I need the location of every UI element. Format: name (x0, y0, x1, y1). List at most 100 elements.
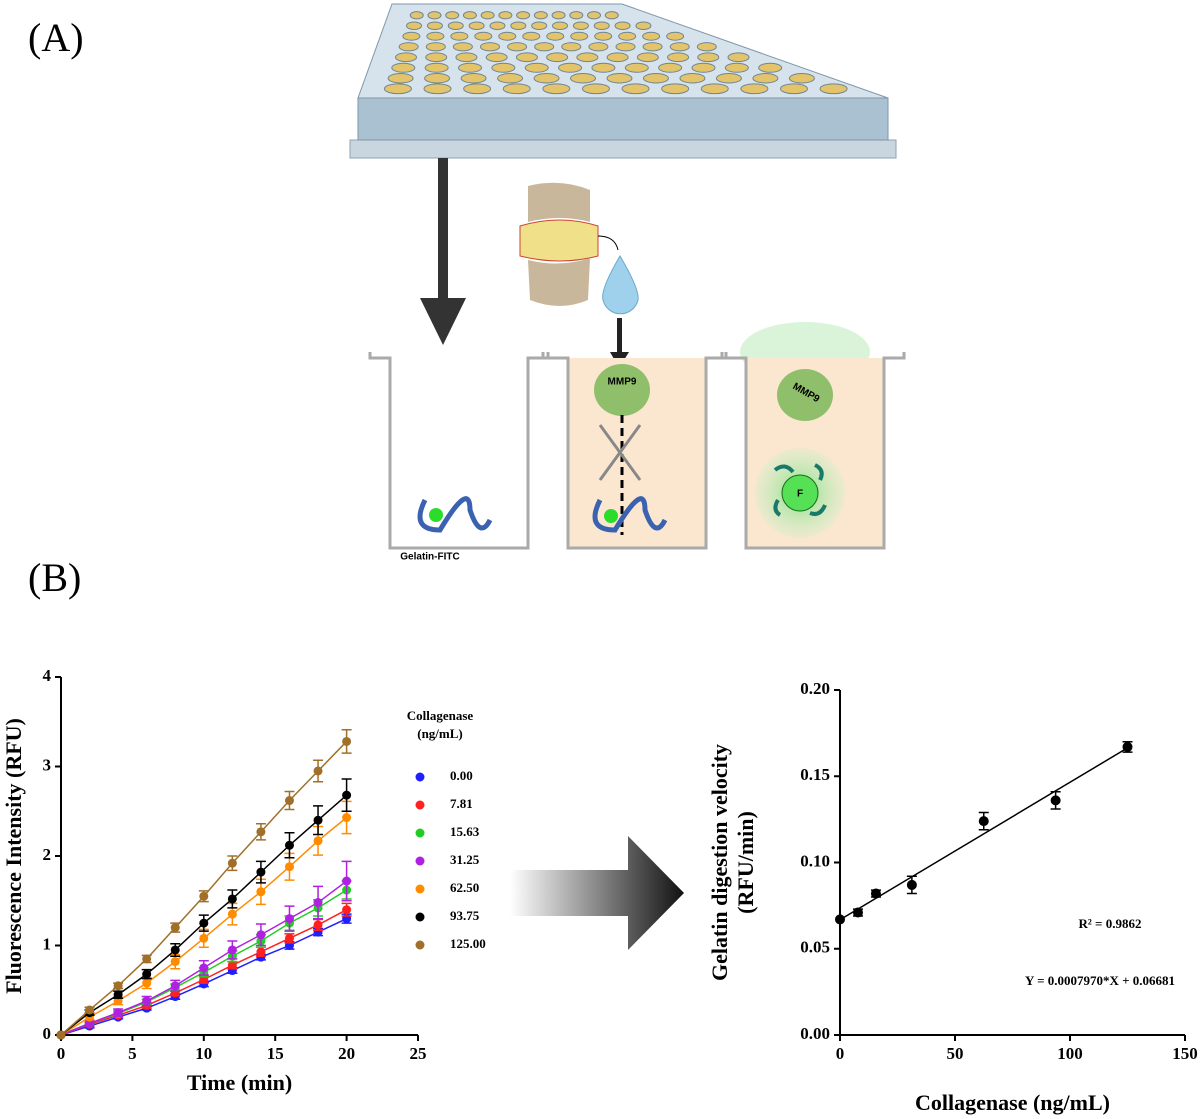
legend-marker (415, 800, 425, 810)
data-point (906, 879, 917, 890)
data-point (313, 815, 323, 825)
fit-line (839, 747, 1128, 921)
plate-well (558, 62, 583, 73)
plate-well (534, 42, 555, 52)
panel-label: (A) (28, 15, 84, 60)
data-point (313, 836, 323, 846)
panel-label: (B) (28, 555, 81, 600)
y-tick-label: 0.20 (800, 679, 830, 698)
data-point (342, 790, 352, 800)
data-point (227, 858, 237, 868)
legend-label: 125.00 (450, 936, 486, 951)
plate-well (542, 83, 571, 95)
plate-well (424, 62, 449, 73)
data-point (227, 960, 237, 970)
data-point (284, 914, 294, 924)
data-point (256, 887, 266, 897)
data-point (256, 827, 266, 837)
legend-marker (415, 912, 425, 922)
plate-well (489, 21, 506, 31)
plate-well (426, 31, 445, 41)
plate-well (594, 31, 613, 41)
well (368, 352, 550, 550)
plate-well (450, 31, 469, 41)
legend-marker (415, 828, 425, 838)
plate-well (485, 52, 508, 63)
data-point (170, 923, 180, 933)
plate-well (497, 73, 524, 84)
plate-well (727, 52, 750, 63)
data-point (227, 894, 237, 904)
x-tick-label: 0 (836, 1044, 845, 1063)
plate-well (642, 73, 669, 84)
plate-well (425, 52, 448, 63)
data-point (313, 766, 323, 776)
data-point (256, 930, 266, 940)
plate-well (624, 62, 649, 73)
plate-well (636, 52, 659, 63)
data-point (1122, 741, 1133, 752)
series-line (60, 880, 348, 1036)
plate-well (510, 21, 527, 31)
x-tick-label: 10 (195, 1044, 212, 1063)
plate-well (460, 73, 487, 84)
legend-label: 93.75 (450, 908, 480, 923)
plate-well (491, 62, 516, 73)
legend-label: 7.81 (450, 796, 473, 811)
plate-well (779, 83, 808, 95)
legend-label: 31.25 (450, 852, 480, 867)
plate-well (661, 83, 690, 95)
plate-well (424, 73, 451, 84)
data-point (113, 1008, 123, 1018)
data-point (142, 996, 152, 1006)
plate-well (531, 21, 548, 31)
plate-well (588, 42, 609, 52)
plate-well (480, 11, 495, 20)
data-point (284, 840, 294, 850)
plate-well (546, 31, 565, 41)
plate-well (667, 52, 690, 63)
joint-icon (519, 182, 619, 306)
plate-well (642, 31, 661, 41)
data-point (85, 1018, 95, 1028)
plate-well (691, 62, 716, 73)
plate-well (618, 31, 637, 41)
plate-well (507, 42, 528, 52)
data-point (342, 876, 352, 886)
x-tick-label: 15 (267, 1044, 284, 1063)
plate-well (561, 42, 582, 52)
well (720, 322, 906, 550)
plate-well (402, 31, 421, 41)
plate-well (615, 42, 636, 52)
plate-well (516, 11, 531, 20)
plate-well (552, 21, 569, 31)
plate-well (391, 62, 416, 73)
plate-well (758, 62, 783, 73)
plate-well (383, 83, 412, 95)
data-point (342, 905, 352, 915)
plate-well (788, 73, 815, 84)
plate-well (570, 31, 589, 41)
plate-well (524, 62, 549, 73)
legend-marker (415, 884, 425, 894)
data-point (170, 957, 180, 967)
plate-well (581, 83, 610, 95)
plate-well (570, 73, 597, 84)
x-axis-label: Collagenase (ng/mL) (915, 1090, 1110, 1115)
arrow (510, 836, 684, 950)
data-point (870, 888, 881, 899)
plate-well (724, 62, 749, 73)
plate-well (474, 31, 493, 41)
y-tick-label: 0.00 (800, 1024, 830, 1043)
annotation: R² = 0.9862 (1079, 916, 1142, 931)
data-point (313, 920, 323, 930)
data-point (227, 909, 237, 919)
arrow (420, 158, 466, 345)
plate-well (740, 83, 769, 95)
plate-well (462, 11, 477, 20)
data-point (978, 816, 989, 827)
data-point (56, 1030, 66, 1040)
data-point (142, 954, 152, 964)
y-axis-label: (RFU/min) (733, 811, 758, 914)
data-point (142, 978, 152, 988)
